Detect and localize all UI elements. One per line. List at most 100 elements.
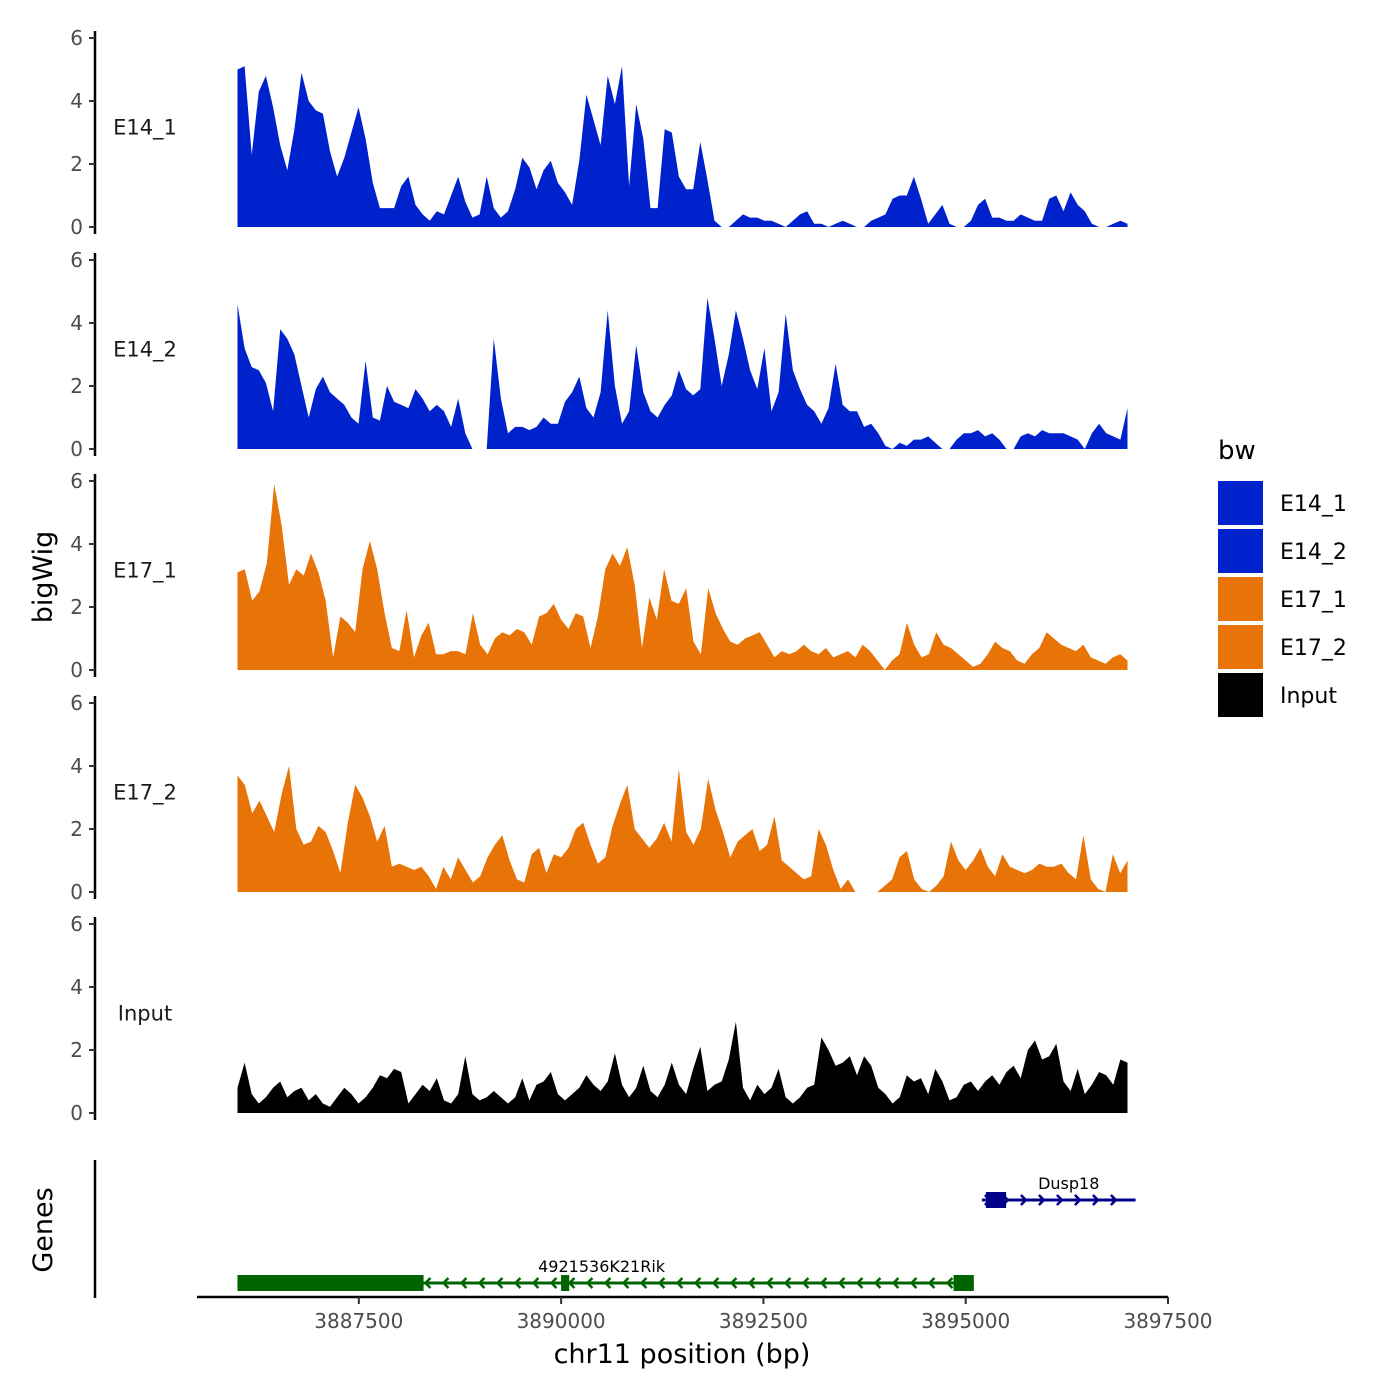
track-E14_1: 0 2 4 6 E14_1 — [70, 26, 1128, 239]
y-tick-label: 0 — [70, 880, 83, 904]
legend-entry-E17_1: E17_1 — [1218, 577, 1347, 621]
exon-block — [953, 1275, 974, 1291]
strand-arrow — [747, 1277, 756, 1289]
legend-entry-E14_2: E14_2 — [1218, 529, 1347, 573]
strand-arrow — [1020, 1194, 1028, 1206]
legend-swatch — [1218, 625, 1263, 669]
track-E17_2: 0 2 4 6 E17_2 — [70, 691, 1128, 904]
strand-arrow — [945, 1277, 954, 1289]
gene-4921536K21Rik: 4921536K21Rik — [237, 1257, 974, 1291]
y-tick-label: 2 — [70, 595, 83, 619]
signal-area-E14_1 — [237, 66, 1128, 227]
legend-swatch — [1218, 577, 1263, 621]
strand-arrow — [477, 1277, 486, 1289]
exon-block — [985, 1192, 1007, 1208]
y-tick-label: 6 — [70, 469, 83, 493]
signal-area-E17_1 — [237, 484, 1128, 670]
y-tick-label: 6 — [70, 691, 83, 715]
y-tick-label: 2 — [70, 1038, 83, 1062]
y-tick-label: 0 — [70, 437, 83, 461]
legend-entry-E14_1: E14_1 — [1218, 481, 1347, 525]
strand-arrow — [693, 1277, 702, 1289]
legend-title: bw — [1218, 436, 1256, 466]
x-tick-label: 3890000 — [517, 1309, 606, 1333]
strand-arrow — [837, 1277, 846, 1289]
strand-arrow — [711, 1277, 720, 1289]
track-E17_1: 0 2 4 6 E17_1 — [70, 469, 1128, 682]
x-tick-label: 3895000 — [921, 1309, 1010, 1333]
x-axis: 3887500 3890000 3892500 3895000 3897500 — [197, 1295, 1213, 1333]
legend-label: E17_1 — [1280, 588, 1347, 613]
strand-arrow — [603, 1277, 612, 1289]
signal-area-E17_2 — [237, 766, 1128, 892]
legend-label: E14_2 — [1280, 540, 1347, 565]
strand-arrow — [657, 1277, 666, 1289]
y-axis-title: bigWig — [28, 531, 59, 624]
y-tick-label: 4 — [70, 532, 83, 556]
y-tick-label: 0 — [70, 1101, 83, 1125]
legend-swatch — [1218, 481, 1263, 525]
track-label: E14_2 — [113, 337, 177, 362]
legend-label: E14_1 — [1280, 492, 1347, 517]
genes-axis-title: Genes — [28, 1187, 59, 1272]
track-E14_2: 0 2 4 6 E14_2 — [70, 248, 1128, 461]
y-tick-label: 4 — [70, 89, 83, 113]
y-tick-label: 0 — [70, 215, 83, 239]
signal-area-Input — [237, 1021, 1128, 1113]
legend-entry-E17_2: E17_2 — [1218, 625, 1347, 669]
legend: E14_1 E14_2 E17_1 E17_2 Input — [1218, 481, 1347, 717]
legend-swatch — [1218, 673, 1263, 717]
y-tick-label: 2 — [70, 152, 83, 176]
legend-swatch — [1218, 529, 1263, 573]
track-label: E14_1 — [113, 115, 177, 140]
strand-arrow — [1074, 1194, 1082, 1206]
strand-arrow — [873, 1277, 882, 1289]
strand-arrow — [927, 1277, 936, 1289]
track-Input: 0 2 4 6 Input — [70, 912, 1128, 1125]
strand-arrow — [855, 1277, 864, 1289]
y-tick-label: 6 — [70, 248, 83, 272]
strand-arrow — [1038, 1194, 1046, 1206]
strand-arrow — [801, 1277, 810, 1289]
legend-label: Input — [1280, 684, 1337, 709]
strand-arrow — [891, 1277, 900, 1289]
strand-arrow — [1110, 1194, 1118, 1206]
x-tick-label: 3887500 — [314, 1309, 403, 1333]
exon-block — [561, 1275, 570, 1291]
strand-arrow — [1056, 1194, 1064, 1206]
legend-entry-Input: Input — [1218, 673, 1337, 717]
strand-arrow — [459, 1277, 468, 1289]
strand-arrow — [513, 1277, 522, 1289]
strand-arrow — [585, 1277, 594, 1289]
exon-block — [237, 1275, 424, 1291]
y-tick-label: 4 — [70, 311, 83, 335]
gene-track: Dusp18 4921536K21Rik — [93, 1160, 1136, 1298]
strand-arrow — [1092, 1194, 1100, 1206]
x-tick-label: 3897500 — [1123, 1309, 1212, 1333]
strand-arrow — [909, 1277, 918, 1289]
y-tick-label: 6 — [70, 26, 83, 50]
strand-arrow — [783, 1277, 792, 1289]
gene-label: 4921536K21Rik — [538, 1257, 666, 1276]
legend-label: E17_2 — [1280, 636, 1347, 661]
strand-arrow — [621, 1277, 630, 1289]
track-label: E17_2 — [113, 780, 177, 805]
strand-arrow — [819, 1277, 828, 1289]
strand-arrow — [423, 1277, 432, 1289]
strand-arrow — [495, 1277, 504, 1289]
y-tick-label: 2 — [70, 817, 83, 841]
x-tick-label: 3892500 — [719, 1309, 808, 1333]
track-label: E17_1 — [113, 558, 177, 583]
strand-arrow — [639, 1277, 648, 1289]
strand-arrow — [729, 1277, 738, 1289]
gene-Dusp18: Dusp18 — [981, 1174, 1136, 1208]
strand-arrow — [567, 1277, 576, 1289]
y-tick-label: 4 — [70, 975, 83, 999]
track-label: Input — [118, 1001, 172, 1025]
strand-arrow — [675, 1277, 684, 1289]
strand-arrow — [549, 1277, 558, 1289]
signal-tracks: 0 2 4 6 E14_1 0 2 4 6 E14_2 0 2 4 6 E17_1 0 2 4 6 E17_2 0 2 4 6… — [70, 26, 1128, 1125]
y-tick-label: 6 — [70, 912, 83, 936]
y-tick-label: 2 — [70, 374, 83, 398]
